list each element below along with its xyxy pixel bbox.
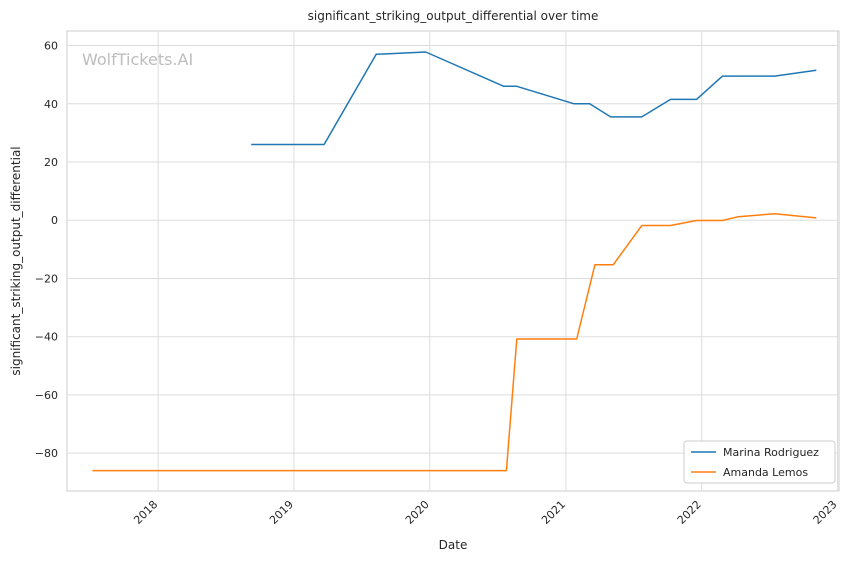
watermark: WolfTickets.AI bbox=[82, 50, 193, 69]
legend-label-series-1: Amanda Lemos bbox=[723, 466, 808, 479]
legend-label-series-0: Marina Rodriguez bbox=[723, 446, 819, 459]
x-tick-label: 2022 bbox=[675, 498, 704, 527]
x-axis-title: Date bbox=[439, 538, 468, 552]
y-tick-label: −20 bbox=[35, 272, 58, 285]
x-axis-ticks: 2018 2019 2020 2021 2022 2023 bbox=[131, 498, 839, 527]
y-tick-label: 40 bbox=[44, 98, 58, 111]
y-tick-label: 0 bbox=[51, 214, 58, 227]
y-axis-title: significant_striking_output_differential bbox=[9, 146, 23, 375]
legend-box bbox=[683, 440, 836, 484]
y-tick-label: −60 bbox=[35, 389, 58, 402]
x-tick-label: 2023 bbox=[811, 498, 840, 527]
grid-lines bbox=[67, 31, 839, 491]
series-line-1 bbox=[92, 213, 817, 472]
series-line-0 bbox=[251, 51, 817, 146]
x-tick-label: 2021 bbox=[539, 498, 568, 527]
x-tick-label: 2019 bbox=[267, 498, 296, 527]
y-tick-label: −80 bbox=[35, 447, 58, 460]
y-tick-label: −40 bbox=[35, 331, 58, 344]
x-tick-label: 2020 bbox=[403, 498, 432, 527]
y-tick-label: 20 bbox=[44, 156, 58, 169]
series-layer bbox=[92, 51, 817, 472]
x-tick-label: 2018 bbox=[131, 498, 160, 527]
chart-title: significant_striking_output_differential… bbox=[308, 9, 599, 23]
y-axis-ticks: −80 −60 −40 −20 0 20 40 60 bbox=[35, 40, 58, 461]
legend: Marina Rodriguez Amanda Lemos bbox=[683, 440, 836, 484]
plot-area bbox=[66, 30, 840, 492]
y-tick-label: 60 bbox=[44, 40, 58, 53]
